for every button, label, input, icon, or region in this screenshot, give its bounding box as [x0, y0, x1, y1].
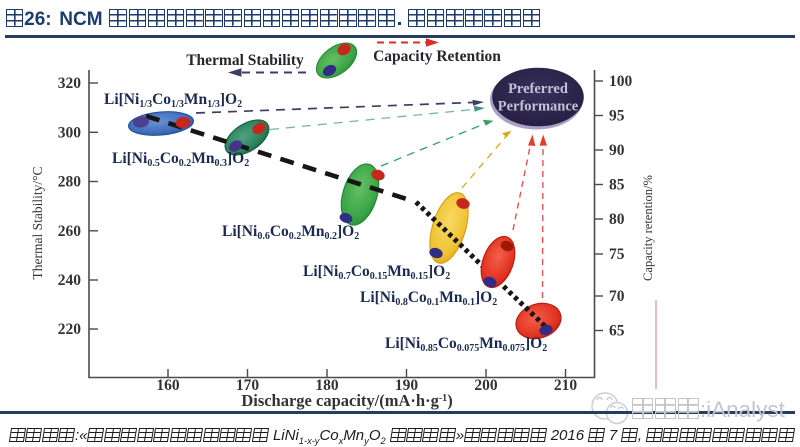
svg-text:170: 170 [236, 377, 260, 394]
svg-text:Li[Ni0.6Co0.2Mn0.2]O2: Li[Ni0.6Co0.2Mn0.2]O2 [222, 223, 359, 242]
svg-text:240: 240 [58, 272, 82, 289]
svg-text:85: 85 [609, 177, 625, 194]
svg-text:95: 95 [609, 108, 625, 125]
svg-text:80: 80 [609, 211, 625, 228]
svg-text:160: 160 [156, 377, 180, 394]
svg-text:Li[Ni0.85Co0.075Mn0.075]O2: Li[Ni0.85Co0.075Mn0.075]O2 [385, 335, 547, 354]
svg-text:280: 280 [58, 174, 82, 191]
svg-text:Performance: Performance [498, 99, 579, 115]
svg-text:75: 75 [609, 246, 625, 263]
svg-text:90: 90 [609, 142, 625, 159]
svg-text:Li[Ni0.8Co0.1Mn0.1]O2: Li[Ni0.8Co0.1Mn0.1]O2 [360, 289, 497, 308]
svg-text:Thermal Stability/°C: Thermal Stability/°C [30, 166, 45, 279]
svg-text:200: 200 [474, 377, 498, 394]
svg-text:Li[Ni1/3Co1/3Mn1/3]O2: Li[Ni1/3Co1/3Mn1/3]O2 [104, 91, 242, 110]
svg-text:300: 300 [58, 124, 82, 141]
svg-text:260: 260 [58, 223, 82, 240]
svg-text:210: 210 [554, 377, 578, 394]
svg-text:70: 70 [609, 288, 625, 305]
svg-text:Li[Ni0.7Co0.15Mn0.15]O2: Li[Ni0.7Co0.15Mn0.15]O2 [303, 263, 450, 282]
svg-text:Capacity retention/%: Capacity retention/% [641, 175, 655, 281]
svg-text:65: 65 [609, 323, 625, 340]
svg-text:Li[Ni0.5Co0.2Mn0.3]O2: Li[Ni0.5Co0.2Mn0.3]O2 [112, 150, 249, 169]
svg-text:320: 320 [58, 75, 82, 92]
svg-text:220: 220 [58, 321, 82, 338]
svg-text:Thermal Stability: Thermal Stability [186, 52, 304, 69]
svg-text:180: 180 [315, 377, 339, 394]
svg-text:190: 190 [395, 377, 419, 394]
svg-text:Discharge capacity/(mA·h·g-1): Discharge capacity/(mA·h·g-1) [241, 391, 452, 410]
svg-text:Preferred: Preferred [508, 81, 568, 97]
svg-text:Capacity Retention: Capacity Retention [373, 48, 501, 65]
svg-text:100: 100 [609, 73, 633, 90]
